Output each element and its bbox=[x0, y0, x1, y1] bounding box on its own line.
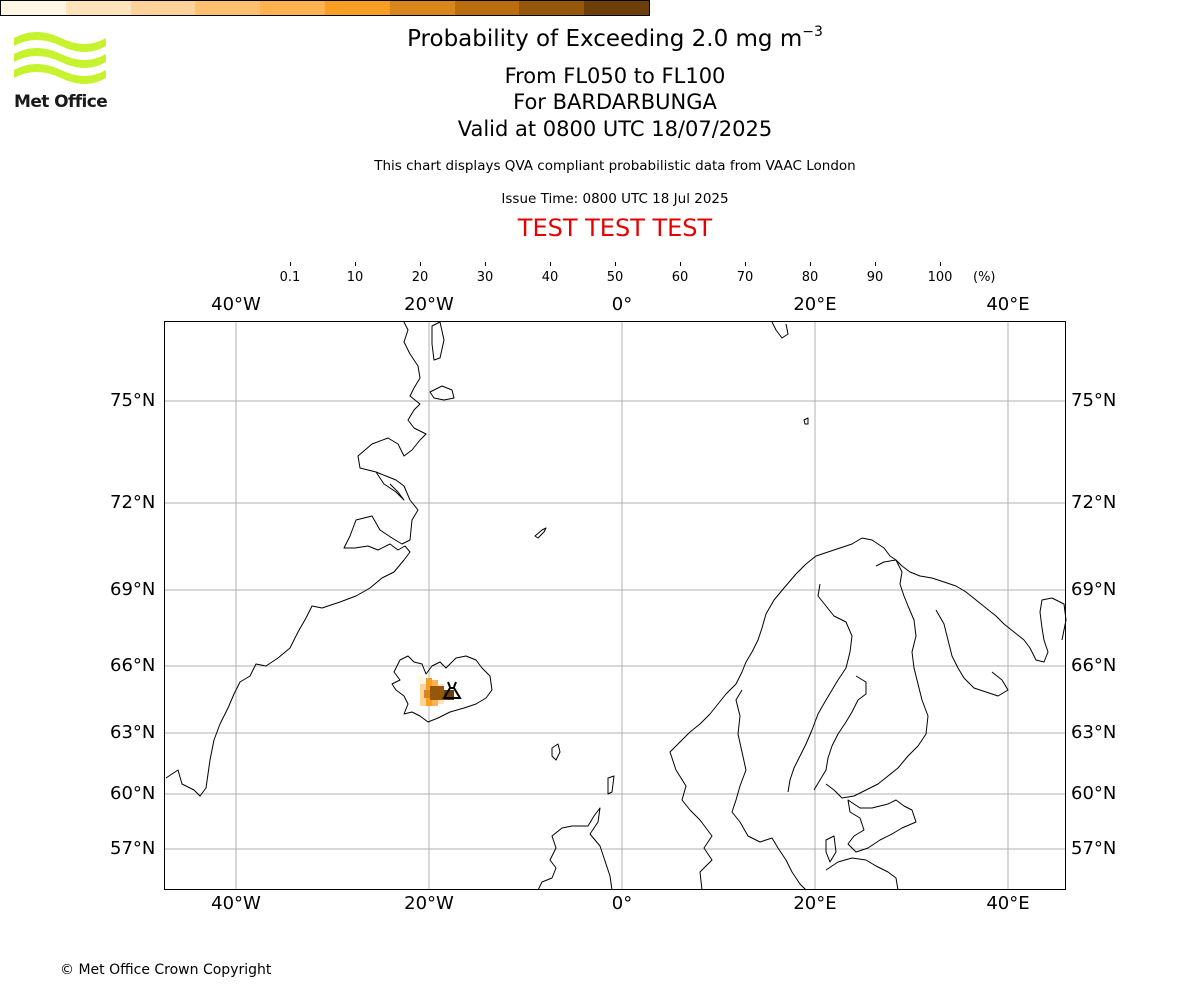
latitude-label: 69°N bbox=[1071, 579, 1117, 600]
coastlines bbox=[165, 321, 1067, 891]
longitude-label: 40°W bbox=[211, 294, 261, 315]
valid-time: Valid at 0800 UTC 18/07/2025 bbox=[457, 117, 773, 141]
title-text: Probability of Exceeding 2.0 mg m bbox=[407, 26, 803, 52]
colorbar-tick-mark bbox=[614, 262, 616, 266]
colorbar-tick-label: 100 bbox=[927, 270, 953, 285]
colorbar-tick-label: 50 bbox=[606, 270, 624, 285]
baltic-coast bbox=[847, 799, 917, 853]
colorbar-tick-label: 0.1 bbox=[279, 270, 301, 285]
colorbar-tick-mark bbox=[354, 262, 356, 266]
colorbar-segment bbox=[260, 1, 325, 15]
title-superscript: −3 bbox=[802, 24, 823, 40]
colorbar-tick-label: 40 bbox=[541, 270, 559, 285]
finland-border bbox=[825, 559, 929, 799]
greenland-island-2 bbox=[429, 385, 455, 401]
map-frame bbox=[164, 321, 1066, 890]
volcano-name: For BARDARBUNGA bbox=[513, 90, 717, 114]
flight-level-range: From FL050 to FL100 bbox=[504, 64, 726, 88]
colorbar-tick-mark bbox=[484, 262, 486, 266]
met-office-logo: Met Office bbox=[14, 30, 109, 112]
sweden-norway-border bbox=[787, 583, 853, 793]
gotland bbox=[825, 835, 837, 863]
latitude-label: 60°N bbox=[1071, 783, 1117, 804]
colorbar-tick-label: 60 bbox=[671, 270, 689, 285]
colorbar-segment bbox=[195, 1, 261, 15]
colorbar-tick-mark bbox=[419, 262, 421, 266]
colorbar-tick-mark bbox=[679, 262, 681, 266]
colorbar-tick-mark bbox=[549, 262, 551, 266]
colorbar-tick-label: 10 bbox=[346, 270, 364, 285]
colorbar-segment bbox=[130, 1, 196, 15]
gulf-of-bothnia bbox=[813, 675, 867, 791]
issue-time: Issue Time: 0800 UTC 18 Jul 2025 bbox=[501, 191, 729, 207]
jan-mayen-coastline bbox=[534, 527, 547, 539]
shetland-coastline bbox=[607, 775, 615, 795]
colorbar-tick-mark bbox=[939, 262, 941, 266]
latitude-label: 69°N bbox=[110, 579, 156, 600]
longitude-label: 40°W bbox=[211, 893, 261, 914]
colorbar-tick-label: 70 bbox=[736, 270, 754, 285]
colorbar-tick-label: 90 bbox=[866, 270, 884, 285]
colorbar-unit: (%) bbox=[973, 270, 996, 285]
faroe-coastline bbox=[551, 743, 561, 761]
colorbar-segment bbox=[324, 1, 390, 15]
longitude-label: 0° bbox=[611, 893, 633, 914]
colorbar-tick-mark bbox=[874, 262, 876, 266]
iceland-coastline bbox=[391, 655, 493, 723]
uk-coastline bbox=[537, 807, 613, 891]
colorbar-tick-mark bbox=[809, 262, 811, 266]
latitude-label: 57°N bbox=[110, 838, 156, 859]
colorbar-tick-label: 30 bbox=[476, 270, 494, 285]
latitude-label: 66°N bbox=[110, 655, 156, 676]
chart-description: This chart displays QVA compliant probab… bbox=[374, 158, 856, 174]
latitude-label: 60°N bbox=[110, 783, 156, 804]
bear-island-coastline bbox=[803, 417, 809, 425]
colorbar-segment bbox=[519, 1, 585, 15]
longitude-label: 20°E bbox=[793, 893, 837, 914]
colorbar-tick-mark bbox=[289, 262, 291, 266]
colorbar-segment bbox=[1, 1, 66, 15]
colorbar-segment bbox=[454, 1, 520, 15]
russia-border bbox=[935, 609, 1009, 697]
longitude-label: 20°W bbox=[404, 294, 454, 315]
longitude-label: 0° bbox=[611, 294, 633, 315]
latitude-label: 63°N bbox=[1071, 722, 1117, 743]
latitude-label: 57°N bbox=[1071, 838, 1117, 859]
colorbar-tick-label: 20 bbox=[411, 270, 429, 285]
latitude-label: 75°N bbox=[110, 390, 156, 411]
met-office-waves-icon bbox=[14, 32, 106, 84]
longitude-label: 40°E bbox=[986, 294, 1030, 315]
colorbar-tick-label: 80 bbox=[801, 270, 819, 285]
latitude-label: 66°N bbox=[1071, 655, 1117, 676]
probability-colorbar bbox=[0, 0, 650, 16]
colorbar-segment bbox=[584, 1, 649, 15]
map-gridlines bbox=[165, 322, 1065, 889]
greenland-fjord bbox=[375, 471, 405, 501]
test-banner: TEST TEST TEST bbox=[517, 214, 713, 242]
latitude-label: 72°N bbox=[1071, 492, 1117, 513]
greenland-island bbox=[431, 321, 445, 361]
longitude-label: 20°W bbox=[404, 893, 454, 914]
colorbar-segment bbox=[65, 1, 131, 15]
ash-probability-plume bbox=[418, 676, 454, 706]
estonia-latvia-coast bbox=[825, 857, 899, 891]
longitude-label: 40°E bbox=[986, 893, 1030, 914]
greenland-coastline bbox=[165, 321, 427, 797]
southern-sweden-coast bbox=[731, 689, 807, 891]
volcano-icon bbox=[442, 681, 462, 699]
colorbar-segment bbox=[389, 1, 455, 15]
latitude-label: 72°N bbox=[110, 492, 156, 513]
copyright-notice: © Met Office Crown Copyright bbox=[60, 962, 272, 978]
latitude-label: 63°N bbox=[110, 722, 156, 743]
colorbar-tick-mark bbox=[744, 262, 746, 266]
logo-text: Met Office bbox=[14, 92, 108, 112]
chart-title: Probability of Exceeding 2.0 mg m−3 bbox=[0, 24, 1200, 52]
latitude-label: 75°N bbox=[1071, 390, 1117, 411]
longitude-label: 20°E bbox=[793, 294, 837, 315]
scandinavia-coastline bbox=[669, 537, 1067, 891]
svalbard-coastline bbox=[771, 321, 789, 339]
